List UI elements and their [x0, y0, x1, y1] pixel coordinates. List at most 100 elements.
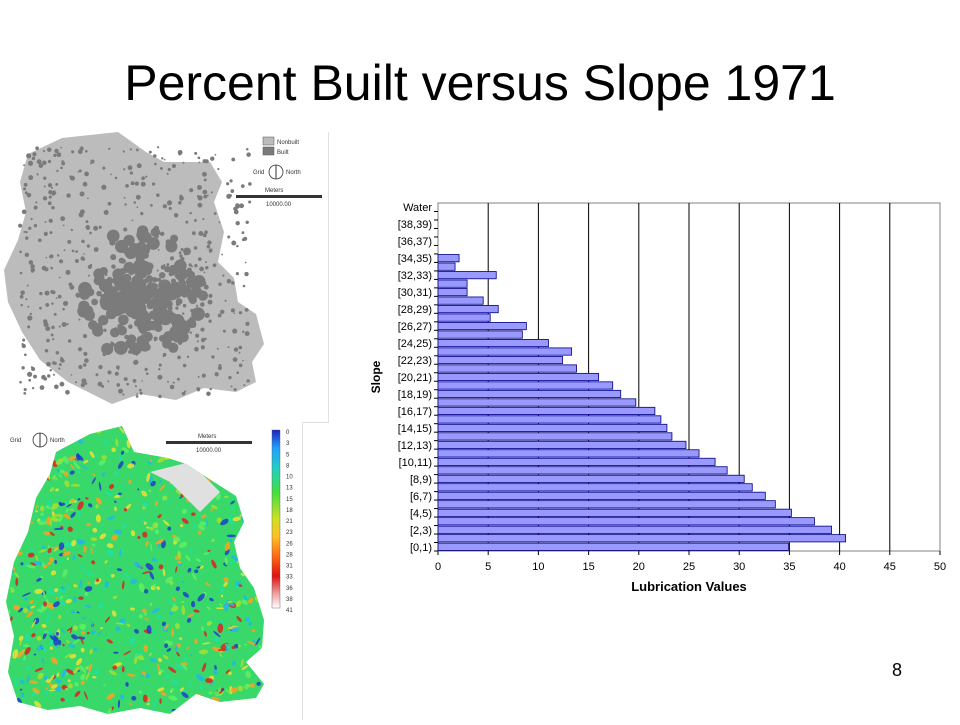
y-tick-label: [8,9) — [410, 474, 432, 486]
x-tick-label: 45 — [884, 561, 896, 573]
bar — [437, 432, 673, 441]
bar — [437, 483, 753, 492]
colorbar-label: 23 — [286, 530, 293, 536]
bar — [437, 449, 700, 458]
svg-text:North: North — [286, 170, 301, 176]
svg-text:North: North — [50, 438, 65, 444]
svg-text:Meters: Meters — [198, 434, 216, 440]
y-tick-label: [12,13) — [398, 440, 432, 452]
colorbar-label: 18 — [286, 508, 293, 514]
bar — [437, 339, 549, 348]
x-tick-label: 30 — [733, 561, 745, 573]
page-number: 8 — [891, 660, 902, 680]
bar — [437, 296, 484, 305]
y-tick-label: [36,37) — [398, 236, 432, 248]
bar — [437, 517, 815, 526]
bar — [437, 440, 687, 449]
slope-colorbar: 0 3 5 8 10 13 15 18 21 23 26 28 31 33 36 38 41 — [271, 429, 293, 614]
colorbar-label: 31 — [286, 564, 293, 570]
bar — [437, 288, 468, 297]
legend-built: Built — [277, 150, 289, 156]
x-tick-label: 50 — [934, 561, 946, 573]
north-arrow-icon: Grid North — [10, 432, 65, 448]
bar — [437, 313, 491, 322]
bar — [437, 254, 460, 263]
colorbar-label: 5 — [286, 452, 290, 458]
bar — [437, 364, 577, 373]
y-tick-label: [30,31) — [398, 287, 432, 299]
colorbar-label: 21 — [286, 519, 293, 525]
bar — [437, 271, 497, 280]
built-areas — [18, 146, 252, 399]
colorbar-label: 26 — [286, 541, 293, 547]
colorbar-label: 0 — [286, 430, 290, 436]
y-tick-label: [38,39) — [398, 219, 432, 231]
colorbar-label: 15 — [286, 497, 293, 503]
bar — [437, 500, 776, 509]
y-tick-label: [2,3) — [410, 525, 432, 537]
bar — [437, 347, 572, 356]
built-map: Nonbuilt Built Grid North Meters 10000.0… — [4, 132, 322, 404]
bar — [437, 525, 832, 534]
x-tick-label: 25 — [683, 561, 695, 573]
built-legend: Nonbuilt Built — [262, 136, 299, 156]
bar — [437, 279, 468, 288]
y-tick-label: [0,1) — [410, 542, 432, 554]
y-tick-label: [24,25) — [398, 338, 432, 350]
y-tick-label: [34,35) — [398, 253, 432, 265]
bar — [437, 381, 614, 390]
scale-bar: Meters 10000.00 — [236, 188, 322, 208]
x-tick-label: 15 — [582, 561, 594, 573]
colorbar-label: 28 — [286, 552, 293, 558]
bar — [437, 466, 728, 475]
bar — [437, 423, 668, 432]
bar — [437, 534, 847, 543]
colorbar-label: 41 — [286, 608, 293, 614]
bar — [437, 372, 600, 382]
colorbar-label: 8 — [286, 463, 290, 469]
y-tick-label: [6,7) — [410, 491, 432, 503]
colorbar-label: 36 — [286, 586, 293, 592]
bar — [437, 491, 766, 500]
north-arrow-icon: Grid North — [253, 164, 301, 180]
x-tick-label: 10 — [532, 561, 544, 573]
bar — [437, 389, 622, 399]
bar — [437, 415, 662, 424]
y-tick-label: [16,17) — [398, 406, 432, 418]
svg-text:10000.00: 10000.00 — [266, 202, 292, 208]
slope-map-region — [6, 426, 264, 714]
x-tick-labels: 0 5 10 15 20 25 30 35 40 45 50 — [435, 561, 946, 573]
slope-map-panel: Grid North Meters 10000.00 0 3 5 8 10 13 15 18 2… — [0, 422, 303, 720]
colorbar-label: 33 — [286, 575, 293, 581]
bar — [437, 457, 716, 466]
svg-text:Grid: Grid — [253, 170, 264, 176]
y-tick-label: [18,19) — [398, 389, 432, 401]
legend-nonbuilt: Nonbuilt — [277, 140, 299, 146]
y-tick-label: [4,5) — [410, 508, 432, 520]
x-tick-label: 35 — [783, 561, 795, 573]
bar — [437, 542, 789, 551]
y-tick-label: [32,33) — [398, 270, 432, 282]
bar — [437, 474, 745, 483]
bar — [437, 262, 456, 271]
svg-text:Grid: Grid — [10, 438, 21, 444]
y-tick-label: [28,29) — [398, 304, 432, 316]
svg-text:Meters: Meters — [265, 188, 283, 194]
y-tick-label: [10,11) — [399, 457, 432, 469]
bar — [437, 355, 563, 365]
y-tick-label: [22,23) — [398, 355, 432, 367]
slope-map: Grid North Meters 10000.00 0 3 5 8 10 13 15 18 2… — [6, 426, 293, 714]
x-tick-label: 40 — [833, 561, 845, 573]
y-tick-label: [14,15) — [398, 423, 432, 435]
built-map-panel: Nonbuilt Built Grid North Meters 10000.0… — [0, 132, 329, 423]
colorbar-label: 3 — [286, 441, 290, 447]
bar — [437, 398, 637, 407]
y-tick-label: Water — [403, 202, 432, 214]
x-axis-title: Lubrication Values — [631, 579, 747, 594]
x-tick-label: 5 — [485, 561, 491, 573]
colorbar-label: 38 — [286, 597, 293, 603]
y-tick-label: [26,27) — [398, 321, 432, 333]
scale-bar: Meters 10000.00 — [166, 434, 252, 454]
bar — [437, 406, 656, 415]
y-tick-labels: [0,1) [2,3) [4,5) [6,7) [8,9) [10,11) [12,13) [… — [398, 202, 433, 554]
